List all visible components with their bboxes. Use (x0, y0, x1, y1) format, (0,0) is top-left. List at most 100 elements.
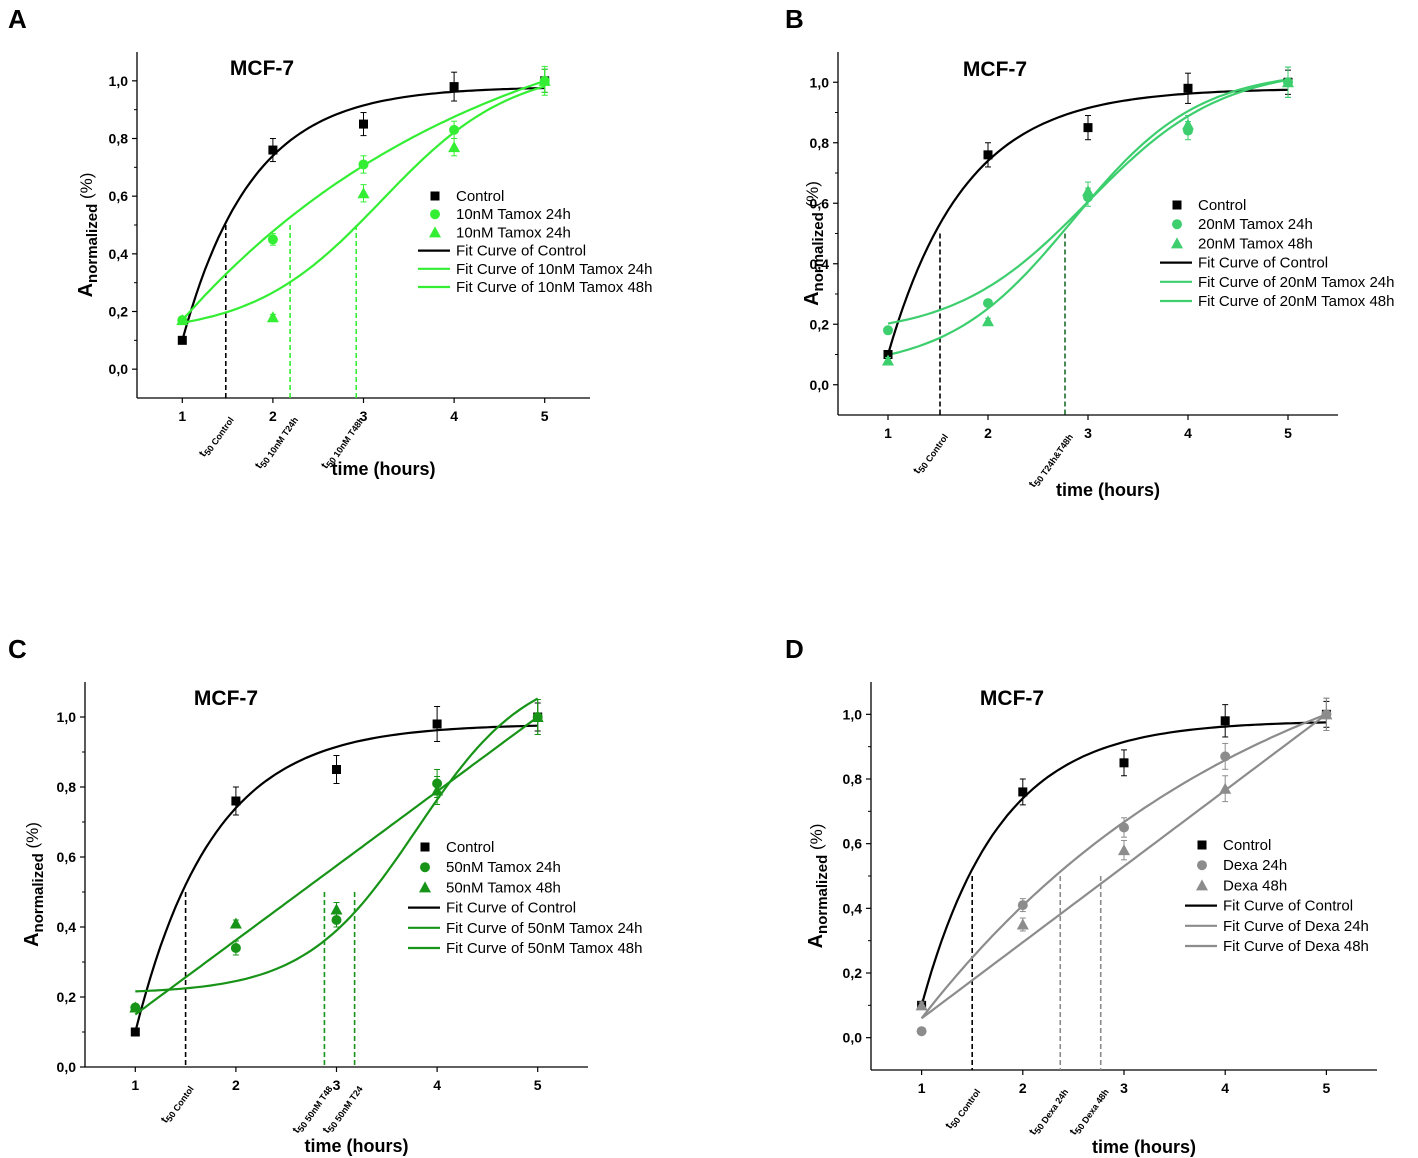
fit-curve (886, 88, 1289, 355)
legend-label: Control (1223, 837, 1271, 854)
x-tick-label: 1 (918, 1080, 926, 1096)
y-tick-label: 1,0 (843, 706, 863, 722)
data-point (449, 124, 460, 135)
t50-t: t (1027, 480, 1039, 490)
legend-marker (419, 881, 431, 893)
y-axis-label: Anormalized (%) (801, 181, 827, 306)
y-label-main: A (75, 283, 97, 297)
data-point (330, 903, 343, 915)
legend-marker (430, 209, 440, 220)
x-tick-label: 5 (1284, 425, 1292, 441)
legend-marker (429, 226, 441, 238)
t50-t: t (197, 449, 209, 459)
y-tick-label: 0,8 (109, 131, 129, 147)
chart-panel-b: B MCF-7 0,0 0,2 0,4 0,6 0,8 1,0 1 2 3 4 5 time (hours… (785, 4, 1394, 500)
y-label-sub: normalized (810, 212, 827, 291)
x-tick-label: 4 (1184, 425, 1192, 441)
data-point (177, 335, 187, 345)
x-tick-label: 1 (178, 408, 186, 424)
x-tick-label: 5 (534, 1077, 542, 1093)
legend-label: 20nM Tamox 24h (1198, 216, 1313, 233)
x-axis-label: time (hours) (331, 459, 435, 479)
t50-t: t (253, 461, 265, 471)
data-point (332, 765, 341, 774)
x-axis-label: time (hours) (304, 1136, 408, 1156)
y-label-unit: (%) (23, 822, 42, 853)
legend-marker (1172, 200, 1182, 210)
t50-text: 50 Dexa 24h (1032, 1087, 1070, 1135)
panel-letter: B (785, 4, 804, 34)
data-point (1017, 900, 1028, 911)
legend-marker (1196, 879, 1208, 891)
legend-marker (430, 191, 440, 201)
data-point (331, 915, 342, 925)
y-label-unit: (%) (807, 824, 826, 855)
legend-marker (1197, 860, 1207, 871)
t50-t: t (320, 1125, 332, 1135)
data-point (538, 74, 551, 86)
data-point (916, 1026, 927, 1037)
legend-label: Dexa 24h (1223, 857, 1287, 874)
y-tick-label: 0,6 (810, 195, 830, 211)
chart-title: MCF-7 (194, 687, 258, 710)
x-tick-label: 4 (1221, 1080, 1229, 1096)
t50-label: t50 Control (911, 430, 950, 478)
y-tick-label: 0,2 (109, 304, 129, 320)
legend-label: Fit Curve of 20nM Tamox 24h (1198, 274, 1394, 291)
data-point (449, 82, 459, 92)
legend-label: Fit Curve of 10nM Tamox 24h (456, 261, 652, 278)
data-point (1320, 708, 1333, 720)
data-point (229, 917, 242, 929)
x-tick-label: 3 (360, 408, 368, 424)
chart-title: MCF-7 (963, 58, 1027, 81)
t50-label: t50 Control (943, 1085, 982, 1133)
x-tick-label: 2 (984, 425, 992, 441)
y-tick-label: 0,2 (810, 316, 830, 332)
y-tick-label: 0,8 (810, 135, 830, 151)
y-tick-label: 0,4 (109, 246, 129, 262)
data-point (1082, 185, 1094, 197)
legend-label: Fit Curve of Dexa 24h (1223, 918, 1369, 935)
t50-label: t50 Dexa 24h (1027, 1085, 1070, 1139)
data-point (1018, 787, 1028, 797)
data-point (882, 354, 894, 366)
data-point (268, 145, 278, 155)
y-tick-label: 0,6 (57, 849, 77, 865)
legend-label: Control (446, 839, 494, 856)
legend-marker (1172, 219, 1182, 230)
y-tick-label: 0,6 (843, 836, 863, 852)
x-tick-label: 5 (1323, 1080, 1331, 1096)
panel-letter: C (8, 634, 27, 664)
y-label-main: A (805, 934, 827, 948)
fit-curve (182, 85, 546, 324)
data-point (1016, 918, 1029, 930)
x-axis-label: time (hours) (1056, 480, 1160, 500)
legend-label: 20nM Tamox 48h (1198, 235, 1313, 252)
data-point (432, 719, 442, 729)
data-point (1119, 822, 1129, 833)
legend-label: 10nM Tamox 24h (456, 224, 571, 241)
t50-t: t (159, 1115, 171, 1125)
legend: Control Dexa 24h Dexa 48h Fit Curve of Cont… (1185, 837, 1369, 955)
panel-letter: D (785, 634, 804, 664)
y-label-sub: normalized (30, 853, 47, 932)
data-point (883, 350, 893, 359)
y-label-main: A (21, 932, 43, 946)
data-point (359, 119, 368, 129)
t50-label: t50 Dexa 48h (1067, 1085, 1110, 1139)
data-point (358, 159, 369, 170)
data-point (267, 234, 278, 245)
x-tick-label: 2 (232, 1077, 240, 1093)
legend-marker (1197, 840, 1207, 850)
y-tick-label: 0,0 (109, 361, 129, 377)
y-tick-label: 0,8 (57, 779, 77, 795)
data-point (915, 999, 928, 1011)
data-point (266, 311, 279, 323)
legend-label: 50nM Tamox 48h (446, 879, 561, 896)
y-axis-label: Anormalized (%) (805, 824, 831, 949)
t50-text: 50 Contol (164, 1084, 196, 1123)
fit-curve (920, 713, 1328, 1020)
legend-label: Fit Curve of Dexa 48h (1223, 938, 1369, 955)
t50-text: 50 10nM T24h (258, 415, 300, 469)
